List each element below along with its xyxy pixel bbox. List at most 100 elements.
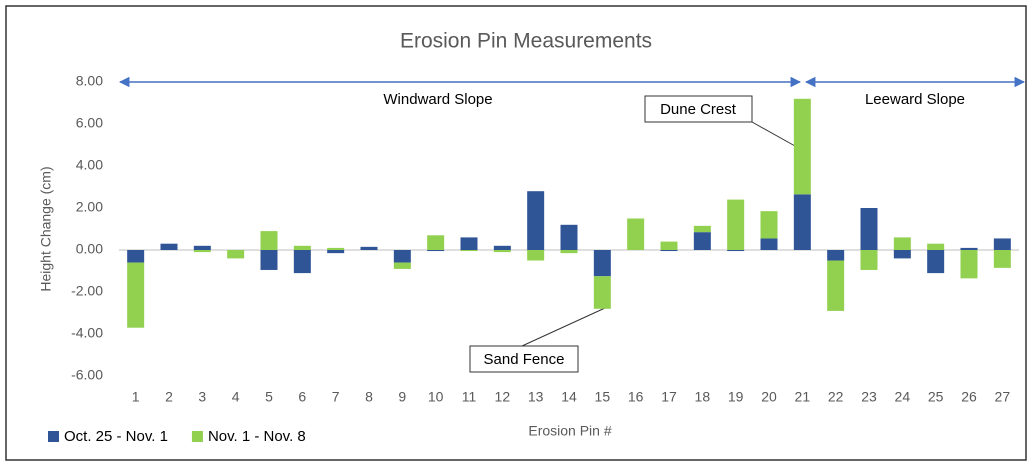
- x-tick-label: 6: [298, 389, 306, 405]
- bar: [227, 250, 245, 259]
- legend-swatch: [191, 431, 203, 442]
- x-tick-label: 12: [495, 389, 511, 405]
- y-tick-label: 0.00: [76, 241, 103, 257]
- bar: [160, 243, 178, 250]
- x-tick-label: 14: [561, 389, 577, 405]
- callout-box: [644, 95, 753, 123]
- bar: [560, 224, 578, 250]
- x-tick-label: 22: [828, 389, 844, 405]
- bar: [593, 276, 611, 309]
- bar: [993, 250, 1011, 268]
- leader-line: [751, 121, 796, 147]
- bar: [660, 241, 678, 250]
- bar: [793, 194, 811, 250]
- y-tick-label: -2.00: [71, 283, 103, 299]
- bar: [693, 232, 711, 250]
- bar: [193, 245, 211, 250]
- bar: [260, 231, 278, 250]
- annotation: Sand Fence: [484, 351, 565, 368]
- bar: [760, 238, 778, 250]
- bar: [727, 199, 745, 250]
- leader-line: [521, 307, 606, 347]
- bar: [827, 250, 845, 261]
- legend-label: Nov. 1 - Nov. 8: [208, 428, 306, 445]
- bar: [693, 225, 711, 233]
- legend-swatch: [48, 431, 59, 442]
- bar: [893, 237, 911, 250]
- y-tick-label: 6.00: [76, 115, 103, 131]
- x-tick-label: 15: [595, 389, 611, 405]
- x-tick-label: 24: [895, 389, 911, 405]
- x-tick-label: 20: [761, 389, 777, 405]
- bar: [293, 250, 311, 274]
- bar: [360, 246, 378, 250]
- x-tick-label: 4: [232, 389, 240, 405]
- x-tick-label: 1: [132, 389, 140, 405]
- x-tick-label: 26: [961, 389, 977, 405]
- x-tick-label: 18: [695, 389, 711, 405]
- bar: [793, 98, 811, 195]
- bar: [193, 250, 211, 253]
- bar: [860, 208, 878, 250]
- x-tick-label: 9: [398, 389, 406, 405]
- bar: [427, 235, 445, 250]
- bar: [460, 250, 478, 252]
- bar: [927, 250, 945, 274]
- x-tick-label: 23: [861, 389, 877, 405]
- bar: [660, 250, 678, 252]
- x-tick-label: 19: [728, 389, 744, 405]
- annotation: Dune Crest: [660, 101, 737, 118]
- bar: [960, 247, 978, 250]
- annotation: Leeward Slope: [865, 91, 965, 108]
- bar: [893, 250, 911, 259]
- bar: [927, 243, 945, 250]
- x-tick-label: 5: [265, 389, 273, 405]
- bar: [993, 238, 1011, 250]
- bar: [127, 250, 145, 263]
- x-tick-label: 25: [928, 389, 944, 405]
- x-tick-label: 17: [661, 389, 677, 405]
- x-tick-label: 13: [528, 389, 544, 405]
- bar: [460, 237, 478, 250]
- annotation: Windward Slope: [383, 91, 492, 108]
- bar: [427, 250, 445, 252]
- y-tick-label: 4.00: [76, 157, 103, 173]
- callout-box: [469, 345, 579, 373]
- bar: [493, 245, 511, 250]
- x-tick-label: 10: [428, 389, 444, 405]
- bar: [527, 191, 545, 250]
- y-tick-label: 2.00: [76, 199, 103, 215]
- bar: [827, 260, 845, 311]
- y-tick-label: -4.00: [71, 325, 103, 341]
- bar: [327, 247, 345, 250]
- bar: [627, 218, 645, 250]
- bar: [327, 250, 345, 254]
- x-tick-label: 16: [628, 389, 644, 405]
- bar: [260, 250, 278, 270]
- bar: [393, 262, 411, 269]
- bar: [527, 250, 545, 261]
- x-axis-label: Erosion Pin #: [528, 423, 611, 439]
- bar: [393, 250, 411, 263]
- bar: [127, 262, 145, 328]
- bar: [760, 211, 778, 239]
- bar: [960, 250, 978, 279]
- bar: [727, 250, 745, 252]
- x-tick-label: 7: [332, 389, 340, 405]
- bar: [860, 250, 878, 270]
- bar: [293, 245, 311, 250]
- x-tick-label: 21: [795, 389, 811, 405]
- y-tick-label: 8.00: [76, 73, 103, 89]
- y-tick-label: -6.00: [71, 367, 103, 383]
- x-tick-label: 2: [165, 389, 173, 405]
- chart-title: Erosion Pin Measurements: [400, 30, 652, 53]
- bar: [593, 250, 611, 277]
- x-tick-label: 3: [198, 389, 206, 405]
- x-tick-label: 8: [365, 389, 373, 405]
- x-tick-label: 27: [995, 389, 1011, 405]
- legend-label: Oct. 25 - Nov. 1: [64, 428, 168, 445]
- x-tick-label: 11: [462, 389, 477, 405]
- y-axis-label: Height Change (cm): [38, 166, 54, 291]
- bar: [560, 250, 578, 254]
